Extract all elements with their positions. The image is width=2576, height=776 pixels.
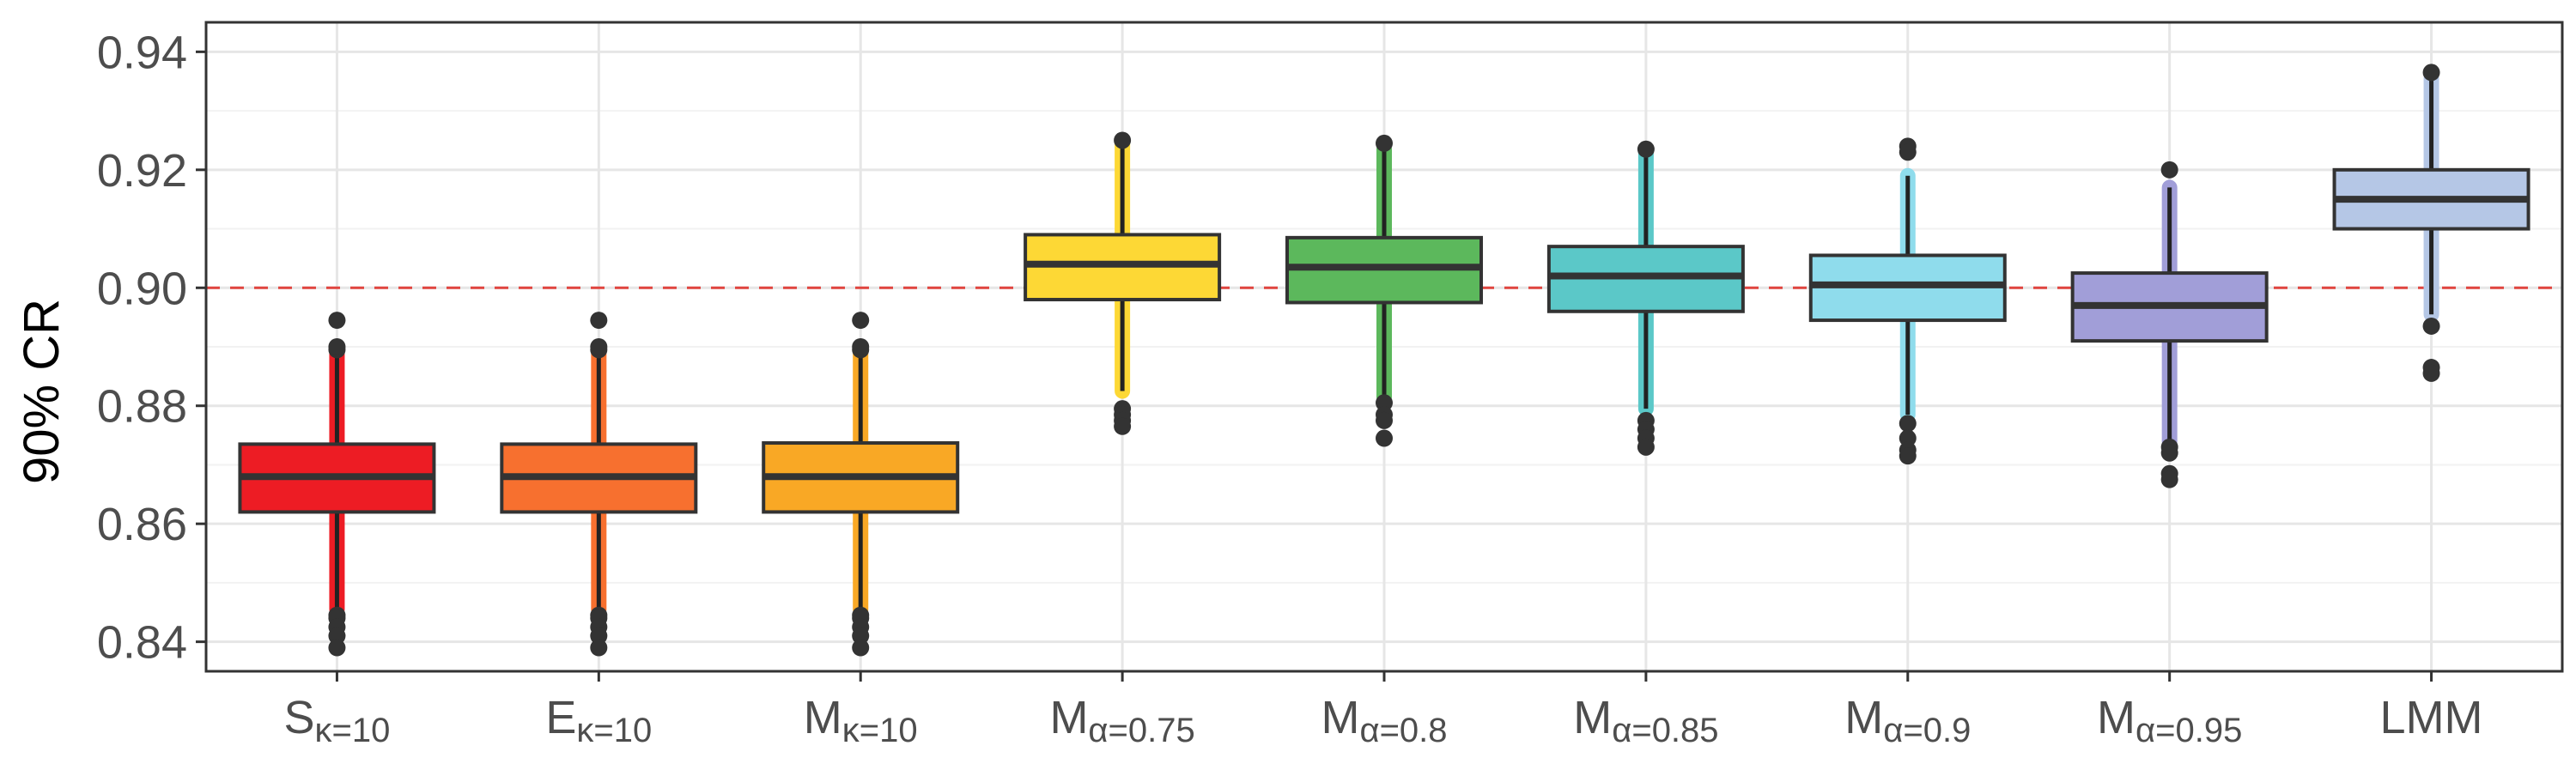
x-tick-label: Sκ=10 bbox=[283, 692, 390, 749]
x-tick-label-base: M bbox=[804, 692, 842, 743]
x-tick-label: Mα=0.8 bbox=[1321, 692, 1447, 749]
x-tick-label: Mα=0.75 bbox=[1049, 692, 1194, 749]
x-tick-label-subscript: α=0.9 bbox=[1883, 712, 1971, 749]
x-tick-label-base: S bbox=[283, 692, 314, 743]
outlier-point bbox=[328, 312, 346, 330]
outlier-point bbox=[1637, 438, 1655, 456]
y-tick-label: 0.92 bbox=[97, 145, 187, 197]
x-tick-label: Eκ=10 bbox=[545, 692, 652, 749]
x-tick-label-subscript: α=0.85 bbox=[1612, 712, 1718, 749]
outlier-point bbox=[1899, 447, 1917, 465]
outlier-point bbox=[590, 639, 608, 657]
y-tick-label: 0.88 bbox=[97, 381, 187, 433]
x-tick-label: Mα=0.95 bbox=[2097, 692, 2242, 749]
y-tick-label: 0.90 bbox=[97, 263, 187, 314]
x-tick-label: Mκ=10 bbox=[804, 692, 918, 749]
box-group bbox=[1285, 134, 1483, 447]
outlier-point bbox=[1376, 134, 1393, 152]
box-group bbox=[2332, 64, 2530, 382]
outlier-point bbox=[852, 312, 870, 330]
y-tick-label: 0.84 bbox=[97, 617, 187, 669]
outlier-point bbox=[852, 338, 870, 355]
x-tick-label: Mα=0.85 bbox=[1573, 692, 1718, 749]
x-tick-label: Mα=0.9 bbox=[1844, 692, 1971, 749]
outlier-point bbox=[2422, 317, 2440, 335]
outlier-point bbox=[2422, 64, 2440, 82]
outlier-point bbox=[1376, 394, 1393, 412]
outlier-point bbox=[2422, 364, 2440, 382]
outlier-point bbox=[2160, 444, 2178, 462]
outlier-point bbox=[1899, 143, 1917, 161]
outlier-point bbox=[1114, 131, 1132, 149]
outlier-point bbox=[1637, 140, 1655, 158]
box-group bbox=[500, 312, 698, 657]
outlier-point bbox=[1114, 417, 1132, 435]
box-group bbox=[1024, 131, 1222, 435]
y-axis-title: 90% CR bbox=[14, 299, 70, 484]
x-tick-label-subscript: α=0.8 bbox=[1359, 712, 1447, 749]
outlier-point bbox=[1899, 429, 1917, 447]
box-group bbox=[238, 312, 436, 657]
x-tick-label-base: M bbox=[1321, 692, 1359, 743]
x-tick-label-base: M bbox=[2097, 692, 2136, 743]
box-group bbox=[1808, 137, 2007, 465]
outlier-point bbox=[1376, 411, 1393, 429]
box-group bbox=[1546, 140, 1745, 456]
box-group bbox=[2070, 161, 2269, 488]
x-tick-label-base: M bbox=[1573, 692, 1612, 743]
outlier-point bbox=[590, 312, 608, 330]
x-tick-label-subscript: α=0.75 bbox=[1088, 712, 1194, 749]
outlier-point bbox=[852, 639, 870, 657]
box-layer bbox=[238, 64, 2530, 657]
x-tick-label-base: M bbox=[1844, 692, 1883, 743]
x-tick-label-subscript: κ=10 bbox=[315, 712, 391, 749]
x-tick-label-base: LMM bbox=[2380, 692, 2483, 743]
x-tick-label-base: M bbox=[1049, 692, 1088, 743]
outlier-point bbox=[590, 627, 608, 645]
outlier-point bbox=[2160, 470, 2178, 488]
y-tick-label: 0.86 bbox=[97, 499, 187, 550]
outlier-point bbox=[590, 338, 608, 355]
box-group bbox=[762, 312, 960, 657]
outlier-point bbox=[852, 627, 870, 645]
x-tick-label-subscript: α=0.95 bbox=[2136, 712, 2242, 749]
y-tick-label: 0.94 bbox=[97, 27, 187, 78]
x-tick-label: LMM bbox=[2380, 692, 2483, 743]
outlier-point bbox=[1899, 415, 1917, 433]
x-tick-label-subscript: κ=10 bbox=[842, 712, 918, 749]
outlier-point bbox=[2160, 161, 2178, 179]
outlier-point bbox=[1376, 429, 1393, 447]
x-tick-label-base: E bbox=[545, 692, 576, 743]
outlier-point bbox=[328, 639, 346, 657]
outlier-point bbox=[328, 627, 346, 645]
x-tick-label-subscript: κ=10 bbox=[576, 712, 652, 749]
outlier-point bbox=[328, 338, 346, 355]
